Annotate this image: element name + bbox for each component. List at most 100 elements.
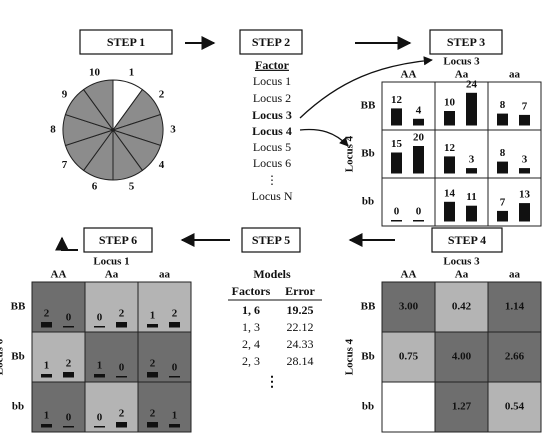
bar-label: 0: [172, 362, 178, 374]
cell: [434, 281, 489, 333]
factor: Locus N: [252, 189, 293, 203]
bar-base: [444, 172, 455, 174]
bar-label: 2: [172, 308, 178, 320]
bar-label: 0: [119, 362, 125, 374]
cell-value: 4.00: [452, 351, 472, 363]
bar-label: 4: [416, 104, 422, 116]
slice-label: 2: [159, 88, 165, 100]
bar-base: [466, 220, 477, 222]
bar: [444, 201, 455, 220]
factor: Locus 1: [253, 74, 291, 88]
factor-header: Factor: [255, 58, 290, 72]
slice-label: 5: [129, 181, 135, 193]
table-cell: 2, 4: [242, 337, 260, 351]
bar: [169, 424, 180, 426]
bar-label: 2: [150, 358, 156, 370]
row-label: BB: [361, 301, 376, 313]
factor: Locus 6: [253, 156, 291, 170]
bar: [116, 322, 127, 326]
col-label: Aa: [455, 269, 469, 281]
bar-label: 0: [66, 412, 72, 424]
bar: [519, 203, 530, 220]
bar-label: 13: [519, 189, 531, 201]
bar-base: [94, 426, 105, 428]
step-label: STEP 5: [252, 233, 290, 247]
bar-label: 14: [444, 187, 456, 199]
table-cell: 22.12: [287, 320, 314, 334]
bar-base: [147, 376, 158, 378]
cell-value: 0.54: [505, 401, 525, 413]
factor: ⋮: [266, 173, 278, 187]
step-box: [429, 29, 503, 55]
bar: [497, 113, 508, 124]
bar: [497, 161, 508, 172]
bar-base: [444, 220, 455, 222]
row-title: Locus 4: [344, 135, 356, 172]
bar-label: 12: [391, 94, 403, 106]
bar-base: [391, 172, 402, 174]
row-label: BB: [361, 100, 376, 112]
cell: [487, 81, 542, 131]
bar-base: [466, 124, 477, 126]
bar: [41, 322, 52, 326]
row-title: Locus 6: [0, 338, 6, 375]
cell: [137, 381, 192, 433]
bar-base: [41, 426, 52, 428]
bar: [147, 372, 158, 376]
col-label: AA: [401, 69, 417, 81]
bar: [466, 205, 477, 220]
col-label: Aa: [105, 269, 119, 281]
bar-base: [391, 220, 402, 222]
cell: [487, 331, 542, 383]
bar-label: 2: [66, 358, 72, 370]
bar: [41, 374, 52, 376]
col-title: Locus 1: [93, 256, 129, 268]
slice-label: 6: [92, 181, 98, 193]
table-cell: 28.14: [287, 354, 314, 368]
bar-base: [444, 124, 455, 126]
row-label: bb: [362, 196, 374, 208]
bar-base: [116, 426, 127, 428]
bar-base: [94, 326, 105, 328]
cell: [137, 331, 192, 383]
bar-base: [391, 124, 402, 126]
bar-label: 12: [444, 142, 456, 154]
cell: [434, 81, 489, 131]
bar-base: [116, 376, 127, 378]
step-label: STEP 2: [252, 35, 290, 49]
bar-base: [147, 326, 158, 328]
bar-base: [63, 376, 74, 378]
bar-label: 0: [66, 312, 72, 324]
bar-base: [519, 124, 530, 126]
bar: [41, 424, 52, 426]
step-box: [239, 29, 303, 55]
bar-label: 7: [522, 100, 528, 112]
slice-label: 1: [129, 66, 135, 78]
factor: Locus 2: [253, 91, 291, 105]
bar-base: [169, 376, 180, 378]
cell: [31, 381, 86, 433]
factor: Locus 3: [252, 108, 292, 122]
row-label: bb: [12, 401, 24, 413]
step-box: [83, 227, 153, 253]
factor: Locus 5: [253, 140, 291, 154]
bar: [391, 108, 402, 124]
bar-label: 24: [466, 78, 478, 90]
cell: [381, 129, 436, 179]
bar: [116, 422, 127, 426]
step-box: [241, 227, 301, 253]
col-label: aa: [509, 69, 521, 81]
cell: [434, 129, 489, 179]
bar-base: [466, 172, 477, 174]
table-cell: 24.33: [287, 337, 314, 351]
cell: [31, 331, 86, 383]
bar-base: [41, 326, 52, 328]
bar: [147, 422, 158, 426]
cell: [381, 81, 436, 131]
table-header: Error: [285, 284, 315, 298]
col-title: Locus 3: [443, 56, 480, 68]
bar-base: [519, 172, 530, 174]
pie-slice: [82, 79, 114, 132]
row-label: Bb: [11, 351, 24, 363]
